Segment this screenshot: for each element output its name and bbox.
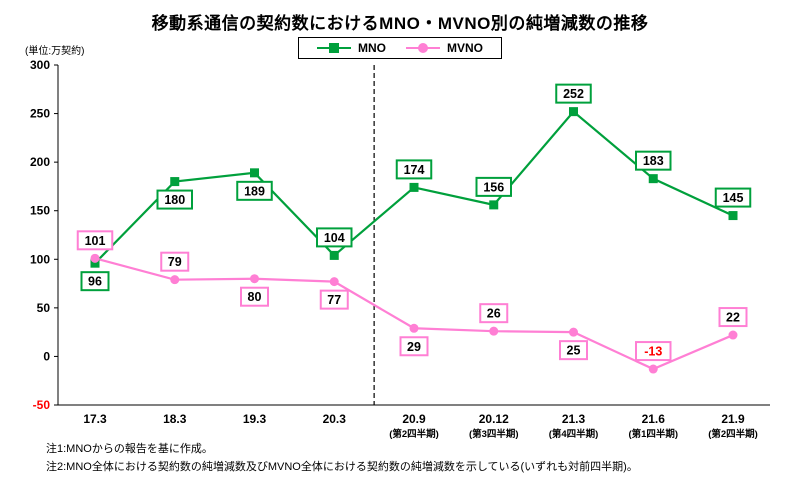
mvno-marker <box>569 327 578 337</box>
mvno-data-label: 22 <box>726 311 740 325</box>
mno-data-label-box <box>80 271 110 292</box>
mvno-data-label-box <box>319 289 349 310</box>
mno-data-label-box <box>236 180 273 201</box>
mno-marker <box>489 200 499 210</box>
note-2: 注2:MNO全体における契約数の純増減数及びMVNO全体における契約数の純増減数… <box>46 460 638 473</box>
mno-data-label: 180 <box>164 193 185 207</box>
x-axis-tick-sublabel: (第4四半期) <box>549 428 599 440</box>
y-axis-tick-label: 300 <box>30 58 50 72</box>
x-axis-tick-label: 21.9 <box>721 412 745 426</box>
mno-data-label: 174 <box>404 163 425 177</box>
mvno-data-label-box <box>559 340 588 361</box>
mvno-marker <box>90 253 100 263</box>
mno-data-label: 104 <box>324 231 345 245</box>
mvno-data-label-box <box>399 336 429 357</box>
mno-legend-marker <box>317 43 351 53</box>
x-axis-tick-label: 20.9 <box>402 412 426 426</box>
mvno-data-label: 80 <box>248 290 262 304</box>
mvno-data-label-box <box>76 230 114 251</box>
x-axis-tick-sublabel: (第3四半期) <box>469 428 519 440</box>
mno-marker <box>728 211 738 221</box>
mno-data-label-box <box>316 227 353 248</box>
legend-label-mno: MNO <box>358 41 386 55</box>
mvno-data-label: 77 <box>327 293 341 307</box>
mvno-marker <box>728 330 738 340</box>
mno-marker <box>250 168 259 178</box>
mvno-legend-marker <box>406 43 440 53</box>
mno-data-label: 96 <box>88 275 102 289</box>
unit-label: (単位:万契約) <box>25 46 85 57</box>
legend-item-mvno: MVNO <box>406 41 483 55</box>
legend-label-mvno: MVNO <box>447 41 483 55</box>
y-axis-tick-label: 200 <box>30 155 50 169</box>
mvno-data-label: 25 <box>567 344 581 358</box>
mvno-data-label: 101 <box>85 234 106 248</box>
mno-data-label-box <box>156 189 193 210</box>
x-axis-tick-label: 18.3 <box>163 412 187 426</box>
mno-data-label: 145 <box>723 191 744 205</box>
mno-data-label: 252 <box>563 87 584 101</box>
legend-item-mno: MNO <box>317 41 386 55</box>
y-axis-tick-label: 0 <box>43 349 50 363</box>
mno-marker <box>329 250 339 260</box>
mno-data-label: 156 <box>483 180 504 194</box>
mno-marker <box>90 258 100 268</box>
y-axis-tick-label: -50 <box>33 398 51 412</box>
mno-legend-square-icon <box>329 43 339 53</box>
mvno-data-label-box <box>479 303 509 324</box>
note-1: 注1:MNOからの報告を基に作成。 <box>46 443 213 455</box>
y-axis-tick-label: 150 <box>30 204 50 218</box>
mno-data-label-box <box>714 187 752 208</box>
x-axis-tick-label: 20.3 <box>323 412 347 426</box>
mno-data-label: 189 <box>244 184 265 198</box>
mvno-marker <box>250 274 259 284</box>
mno-data-label: 183 <box>643 154 664 168</box>
chart-title: 移動系通信の契約数におけるMNO・MVNO別の純増減数の推移 <box>151 14 649 33</box>
mvno-marker <box>648 364 658 374</box>
x-axis-tick-sublabel: (第2四半期) <box>708 428 758 440</box>
mno-data-label-box <box>395 159 433 180</box>
mno-marker <box>569 107 578 117</box>
y-axis-tick-label: 250 <box>30 107 50 121</box>
mno-marker <box>170 177 180 187</box>
mvno-data-label: 26 <box>487 307 501 321</box>
x-axis-tick-label: 20.12 <box>479 412 509 426</box>
mvno-data-label: 29 <box>407 340 421 354</box>
mvno-data-label-box <box>635 341 672 362</box>
mno-data-label-box <box>475 176 512 197</box>
x-axis-tick-sublabel: (第2四半期) <box>389 428 439 440</box>
x-axis-tick-label: 17.3 <box>83 412 107 426</box>
mno-data-label-box <box>555 83 592 104</box>
mvno-marker <box>170 275 180 285</box>
y-axis-tick-label: 50 <box>37 301 51 315</box>
notes: 注1:MNOからの報告を基に作成。 注2:MNO全体における契約数の純増減数及び… <box>46 441 638 476</box>
mvno-legend-circle-icon <box>418 43 428 53</box>
mvno-data-label-box <box>718 307 748 328</box>
mvno-data-label-box <box>240 286 269 307</box>
x-axis-tick-label: 21.3 <box>562 412 586 426</box>
mvno-marker <box>409 323 419 333</box>
mno-marker <box>409 182 419 192</box>
mvno-marker <box>489 326 499 336</box>
mno-data-label-box <box>635 150 672 171</box>
mvno-data-label: -13 <box>644 345 662 359</box>
y-axis-tick-label: 100 <box>30 252 50 266</box>
x-axis-tick-label: 19.3 <box>243 412 267 426</box>
mno-marker <box>648 174 658 184</box>
mvno-data-label-box <box>160 251 190 272</box>
line-chart: -50 0 50 100 150 200 250 300 17.3 18.3 19.3 20.3 20.… <box>30 58 770 440</box>
x-axis-tick-sublabel: (第1四半期) <box>628 428 678 440</box>
chart-legend: MNO MVNO <box>298 37 502 59</box>
mvno-data-label: 79 <box>168 255 182 269</box>
x-axis-tick-label: 21.6 <box>642 412 666 426</box>
mvno-marker <box>329 277 339 287</box>
